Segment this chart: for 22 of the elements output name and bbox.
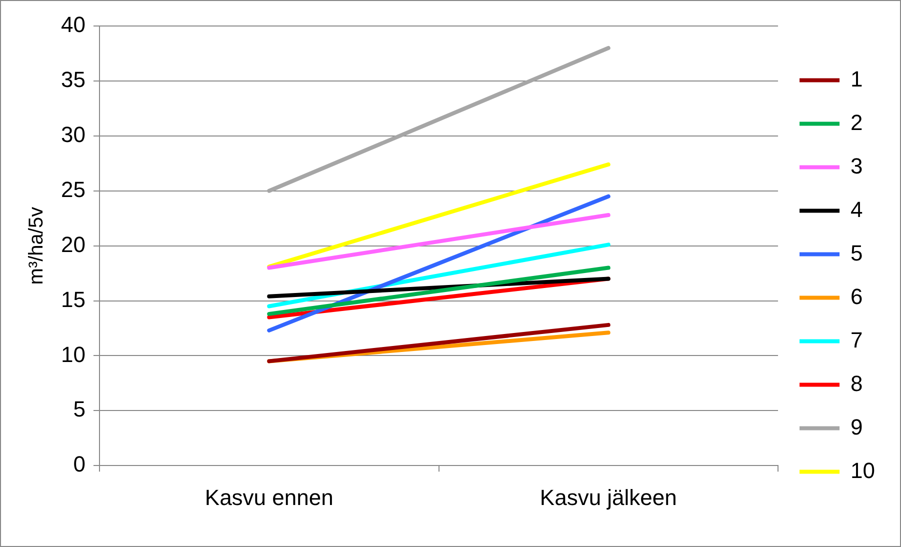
legend-label: 8 <box>850 370 863 396</box>
y-axis-title: m³/ha/5v <box>26 206 48 285</box>
y-tick-label: 10 <box>60 342 86 367</box>
legend-label: 4 <box>850 196 863 222</box>
y-tick-label: 35 <box>60 67 86 92</box>
legend-label: 5 <box>850 240 863 266</box>
x-tick-label: Kasvu ennen <box>204 484 334 510</box>
legend-label: 7 <box>850 327 863 352</box>
y-tick-label: 5 <box>73 396 86 422</box>
y-tick-label: 40 <box>60 12 86 38</box>
x-tick-label: Kasvu jälkeen <box>540 484 677 510</box>
legend-label: 9 <box>850 414 863 440</box>
legend-label: 6 <box>850 284 863 309</box>
y-tick-label: 0 <box>73 452 86 477</box>
y-tick-label: 15 <box>60 286 86 312</box>
legend-label: 2 <box>850 110 863 135</box>
y-tick-label: 30 <box>60 122 86 147</box>
y-tick-label: 20 <box>60 232 86 257</box>
y-tick-label: 25 <box>60 176 86 202</box>
legend-label: 10 <box>850 458 876 483</box>
legend-label: 1 <box>850 66 863 92</box>
legend-label: 3 <box>850 153 863 178</box>
